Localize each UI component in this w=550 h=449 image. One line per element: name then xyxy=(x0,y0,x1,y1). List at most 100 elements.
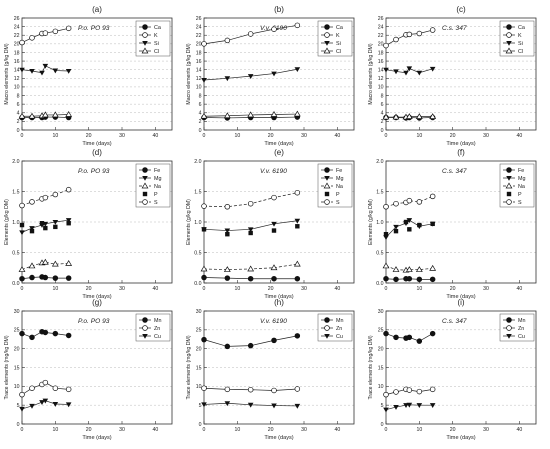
legend-label: Si xyxy=(336,41,341,47)
species-annotation: P.o. PO 93 xyxy=(78,168,110,175)
legend-marker xyxy=(142,32,148,38)
data-point xyxy=(65,25,72,32)
legend-marker xyxy=(323,47,331,54)
y-tick-label: 12 xyxy=(14,76,20,82)
data-point xyxy=(416,199,423,205)
y-tick-label: 1.5 xyxy=(194,189,201,195)
data-point xyxy=(19,39,25,46)
data-point xyxy=(271,337,277,344)
species-annotation: V.v. 6190 xyxy=(260,318,287,325)
y-tick-label: 0.5 xyxy=(12,250,19,256)
legend-marker xyxy=(142,334,148,339)
data-point xyxy=(19,67,25,73)
x-tick-label: 20 xyxy=(268,427,274,433)
legend-marker xyxy=(506,24,512,30)
x-tick-label: 20 xyxy=(268,133,274,139)
panel-label: (b) xyxy=(274,5,284,14)
data-point xyxy=(224,76,231,82)
legend-label: P xyxy=(518,192,522,198)
legend-marker xyxy=(141,47,149,54)
data-point xyxy=(52,28,59,35)
data-point xyxy=(417,222,422,228)
x-tick-label: 0 xyxy=(203,133,206,139)
y-tick-label: 8 xyxy=(381,93,384,99)
data-point xyxy=(201,385,207,391)
y-tick-label: 10 xyxy=(196,384,202,390)
data-point xyxy=(383,275,389,282)
y-tick-label: 0.0 xyxy=(12,281,19,287)
y-tick-label: 0.0 xyxy=(194,281,201,287)
legend-marker xyxy=(142,41,148,46)
data-point xyxy=(393,276,399,283)
y-axis-label: Elements (g/kg DM) xyxy=(186,199,192,245)
legend-marker xyxy=(506,167,512,173)
y-tick-label: 1.0 xyxy=(376,220,383,226)
legend-label: Fe xyxy=(518,168,524,174)
y-tick-label: 18 xyxy=(378,50,384,56)
legend-marker xyxy=(324,167,330,173)
y-tick-label: 0 xyxy=(199,422,202,428)
x-tick-label: 40 xyxy=(334,133,340,139)
legend-label: P xyxy=(336,192,340,198)
legend-box xyxy=(499,313,535,342)
data-point xyxy=(293,260,301,267)
data-point xyxy=(29,403,35,409)
legend-marker xyxy=(506,176,512,181)
data-point xyxy=(383,330,389,337)
x-tick-label: 0 xyxy=(21,286,24,292)
data-point xyxy=(29,199,35,205)
x-tick-label: 30 xyxy=(301,286,307,292)
y-tick-label: 20 xyxy=(378,42,384,48)
data-point xyxy=(406,334,413,341)
data-point xyxy=(224,275,231,281)
data-point xyxy=(65,68,72,74)
data-point xyxy=(293,110,301,117)
species-annotation: C.s. 347 xyxy=(442,318,467,325)
legend-label: Zn xyxy=(336,326,342,332)
data-point xyxy=(201,274,207,281)
data-point xyxy=(51,111,59,118)
data-point xyxy=(19,406,25,412)
y-tick-label: 2.0 xyxy=(194,159,201,165)
y-axis-label: Elements (g/kg DM) xyxy=(4,199,10,245)
x-tick-label: 30 xyxy=(119,133,125,139)
data-point xyxy=(415,266,423,272)
data-point xyxy=(39,400,45,405)
data-point xyxy=(41,111,49,118)
data-point xyxy=(429,386,436,393)
y-tick-label: 20 xyxy=(378,346,384,352)
x-tick-label: 30 xyxy=(119,427,125,433)
data-point xyxy=(29,385,35,391)
y-tick-label: 4 xyxy=(199,111,202,117)
y-tick-label: 0 xyxy=(199,128,202,134)
y-tick-label: 1.5 xyxy=(12,189,19,195)
legend-marker xyxy=(506,317,512,323)
data-point xyxy=(406,402,413,408)
y-tick-label: 24 xyxy=(378,24,384,30)
data-point xyxy=(271,403,277,409)
data-point xyxy=(415,113,423,119)
data-point xyxy=(19,330,25,337)
y-axis-label: Elements (g/kg DM) xyxy=(368,199,374,245)
panel-label: (g) xyxy=(92,298,102,307)
data-point xyxy=(224,228,231,234)
y-tick-label: 25 xyxy=(14,328,20,334)
y-axis-label: Macro elements (g/kg DM) xyxy=(4,43,10,104)
legend-label: Zn xyxy=(154,326,160,332)
data-point xyxy=(19,391,25,398)
data-point xyxy=(19,275,25,282)
legend-marker xyxy=(324,41,330,46)
data-point xyxy=(407,227,412,232)
data-point xyxy=(383,391,389,398)
data-point xyxy=(403,403,409,408)
x-tick-label: 0 xyxy=(21,427,24,433)
data-point xyxy=(271,228,277,233)
data-point xyxy=(393,224,399,230)
data-point xyxy=(42,30,49,36)
data-point xyxy=(271,71,277,77)
legend-label: S xyxy=(518,200,522,206)
legend-marker xyxy=(324,24,330,30)
data-point xyxy=(429,403,436,408)
data-point xyxy=(42,329,49,336)
panel-label: (c) xyxy=(456,5,466,14)
